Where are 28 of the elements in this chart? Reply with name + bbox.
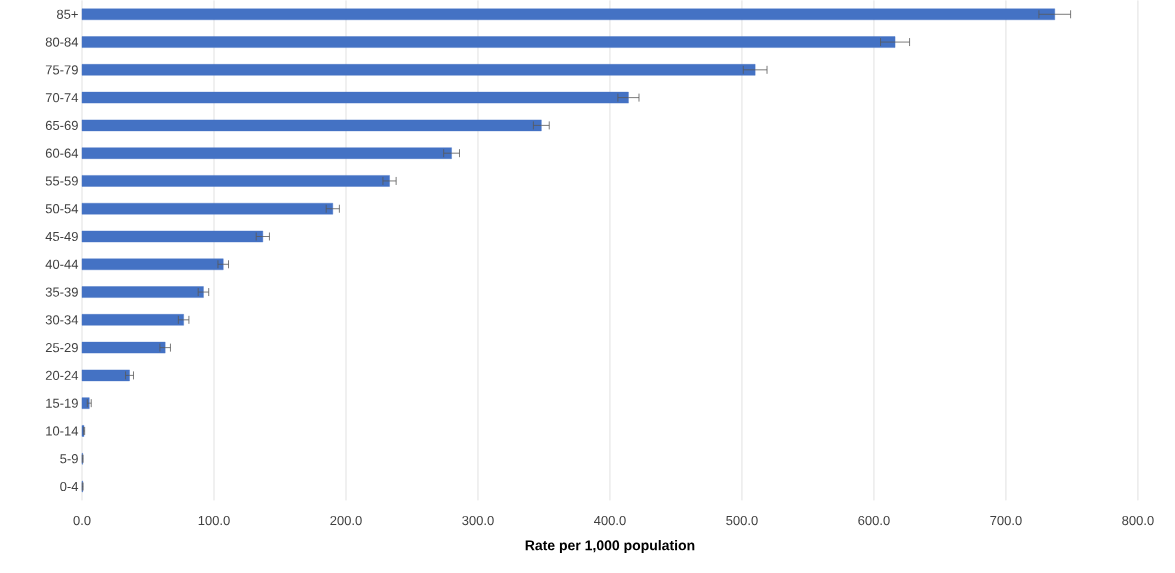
y-tick-label: 70-74 [45, 92, 79, 103]
x-tick-label: 300.0 [462, 515, 494, 525]
y-tick-label: 65-69 [45, 120, 78, 130]
y-tick-label: 0-4 [60, 481, 79, 491]
y-tick-label: 5-9 [60, 453, 78, 464]
y-tick-label: 15-19 [46, 398, 78, 408]
x-tick-label: 200.0 [330, 515, 362, 525]
x-tick-label: 400.0 [593, 515, 626, 525]
y-tick-label: 30-34 [45, 315, 79, 325]
y-tick-label: 85+ [56, 9, 78, 19]
x-tick-label: 0.0 [73, 515, 91, 525]
x-tick-label: 100.0 [198, 515, 230, 525]
y-tick-label: 50-54 [45, 203, 79, 214]
x-tick-label: 500.0 [726, 515, 758, 525]
x-axis-title: Rate per 1,000 population [525, 539, 695, 553]
y-tick-label: 45-49 [45, 231, 78, 241]
y-tick-label: 80-84 [45, 37, 79, 47]
y-tick-label: 10-14 [46, 426, 79, 436]
y-tick-label: 20-24 [45, 370, 79, 380]
y-tick-label: 75-79 [45, 65, 78, 75]
y-tick-label: 25-29 [45, 342, 78, 353]
y-tick-label: 55-59 [45, 176, 78, 186]
x-tick-label: 700.0 [990, 515, 1022, 525]
x-tick-label: 600.0 [858, 515, 890, 525]
y-tick-label: 40-44 [45, 259, 79, 269]
x-tick-label: 800.0 [1122, 515, 1154, 525]
y-tick-label: 35-39 [45, 287, 78, 297]
y-tick-label: 60-64 [45, 148, 79, 158]
